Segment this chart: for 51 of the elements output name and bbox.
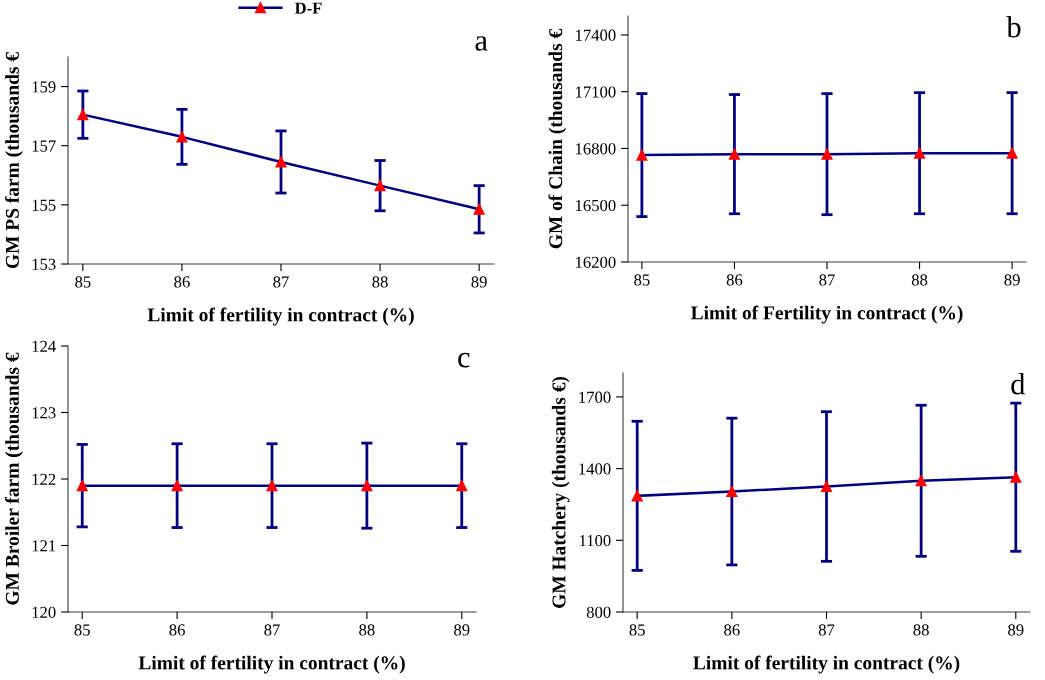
y-axis-title: GM Hatchery (thousands €) — [551, 376, 570, 608]
x-tick-label: 88 — [359, 624, 375, 636]
annotation: b — [1006, 16, 1021, 38]
y-tick-label: 16200 — [575, 256, 616, 268]
y-axis-title: GM PS farm (thousands € — [5, 52, 23, 269]
x-axis-title: Limit of fertility in contract (%) — [138, 655, 405, 674]
y-axis-title: GM of Chain (thousands € — [548, 29, 567, 249]
y-tick-label: 16500 — [575, 199, 616, 212]
y-tick-label: 123 — [32, 407, 56, 419]
x-tick-label: 88 — [911, 274, 928, 286]
y-tick-label: 800 — [586, 606, 611, 618]
x-tick-label: 86 — [169, 624, 185, 636]
x-tick-label: 85 — [634, 274, 650, 286]
x-tick-label: 89 — [471, 276, 487, 288]
x-tick-label: 87 — [273, 276, 289, 288]
x-tick-label: 89 — [454, 624, 470, 636]
legend-label: D-F — [294, 2, 322, 14]
x-tick-label: 85 — [74, 624, 90, 636]
y-tick-label: 121 — [32, 540, 56, 552]
y-tick-label: 122 — [32, 473, 56, 485]
y-tick-label: 124 — [32, 340, 56, 352]
y-tick-label: 16800 — [575, 143, 616, 155]
x-tick-label: 86 — [174, 276, 190, 288]
x-tick-label: 89 — [1008, 624, 1024, 636]
x-tick-label: 86 — [726, 274, 743, 286]
y-axis-title: GM Broiler farm (thousands € — [5, 352, 23, 605]
y-tick-label: 155 — [32, 199, 56, 211]
annotation: d — [1011, 373, 1026, 395]
y-tick-label: 17100 — [575, 86, 616, 98]
x-tick-label: 88 — [372, 276, 388, 288]
y-tick-label: 153 — [32, 258, 56, 270]
x-tick-label: 86 — [724, 624, 740, 636]
x-axis-title: Limit of Fertility in contract (%) — [691, 305, 963, 324]
annotation: c — [458, 352, 470, 368]
text: a — [475, 36, 488, 51]
x-axis-title: Limit of fertility in contract (%) — [147, 307, 414, 326]
y-tick-label: 1400 — [579, 463, 611, 475]
x-tick-label: 89 — [1004, 274, 1020, 286]
y-tick-label: 159 — [32, 81, 56, 93]
x-tick-label: 87 — [819, 274, 835, 286]
x-tick-label: 85 — [75, 276, 91, 288]
y-tick-label: 1100 — [579, 535, 611, 547]
x-axis-title: Limit of fertility in contract (%) — [693, 655, 960, 674]
y-tick-label: 157 — [32, 140, 56, 152]
x-tick-label: 87 — [264, 624, 280, 636]
x-tick-label: 85 — [629, 624, 645, 636]
x-tick-label: 88 — [913, 624, 929, 636]
x-tick-label: 87 — [818, 624, 835, 636]
y-tick-label: 17400 — [575, 29, 616, 41]
y-tick-label: 1700 — [579, 391, 611, 403]
y-tick-label: 120 — [32, 606, 56, 618]
